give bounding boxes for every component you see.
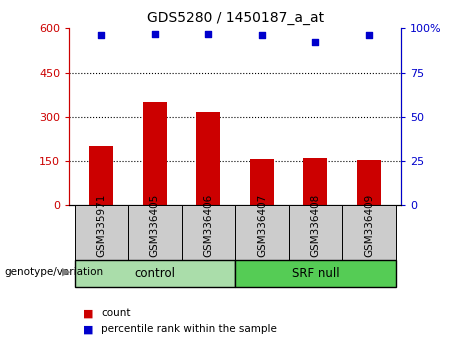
Bar <box>75 260 235 287</box>
Point <box>258 33 266 38</box>
Bar <box>235 260 396 287</box>
Bar <box>143 102 167 205</box>
Point <box>365 33 372 38</box>
Text: GSM336409: GSM336409 <box>364 194 374 257</box>
Text: GSM336407: GSM336407 <box>257 194 267 257</box>
Text: ■: ■ <box>83 308 94 318</box>
Bar <box>303 158 327 205</box>
Text: percentile rank within the sample: percentile rank within the sample <box>101 324 278 334</box>
Text: GSM336406: GSM336406 <box>203 194 213 257</box>
Bar <box>75 205 128 260</box>
Text: ▶: ▶ <box>62 267 71 277</box>
Text: genotype/variation: genotype/variation <box>5 267 104 277</box>
Point <box>312 40 319 45</box>
Text: count: count <box>101 308 131 318</box>
Bar <box>89 146 113 205</box>
Point <box>205 31 212 36</box>
Bar <box>196 113 220 205</box>
Text: GSM336408: GSM336408 <box>310 194 320 257</box>
Bar <box>182 205 235 260</box>
Bar <box>289 205 342 260</box>
Bar <box>342 205 396 260</box>
Bar <box>250 159 274 205</box>
Title: GDS5280 / 1450187_a_at: GDS5280 / 1450187_a_at <box>147 11 324 24</box>
Bar <box>128 205 182 260</box>
Point <box>98 33 105 38</box>
Text: GSM335971: GSM335971 <box>96 194 106 257</box>
Text: ■: ■ <box>83 324 94 334</box>
Bar <box>235 205 289 260</box>
Point <box>151 31 159 36</box>
Text: control: control <box>134 267 175 280</box>
Text: GSM336405: GSM336405 <box>150 194 160 257</box>
Bar <box>357 160 381 205</box>
Text: SRF null: SRF null <box>292 267 339 280</box>
